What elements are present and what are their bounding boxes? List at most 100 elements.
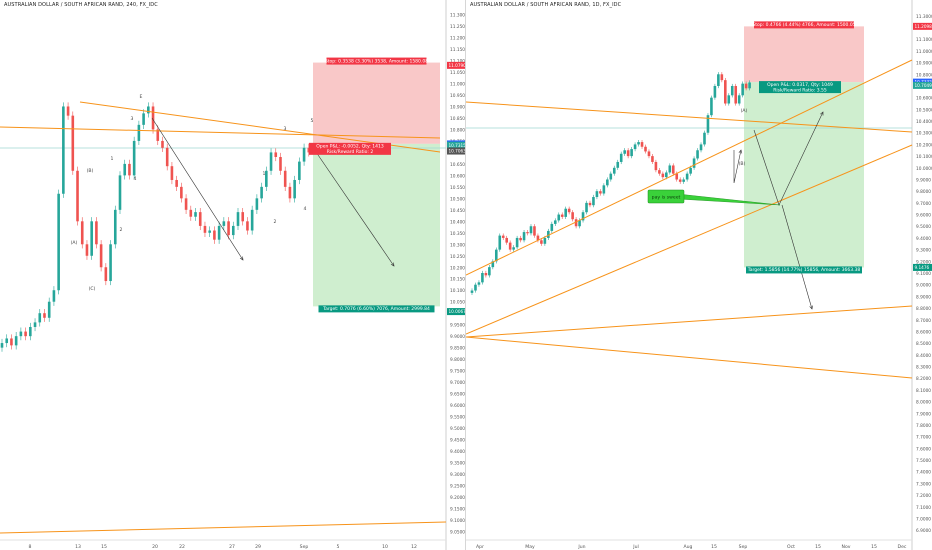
candle-body — [99, 244, 103, 268]
time-tick-label: Jun — [577, 544, 585, 550]
price-tick-label: 9.4000 — [916, 236, 931, 242]
right-chart-canvas[interactable]: 11.300011.200011.100011.000010.900010.80… — [466, 0, 932, 550]
wave-count-label: 2 — [120, 227, 123, 233]
candle-body — [609, 173, 613, 180]
candle-body — [38, 313, 42, 323]
candle-body — [104, 267, 108, 282]
candle-body — [640, 142, 644, 147]
price-tick-label: 10.9500 — [450, 93, 466, 99]
price-tick-label: 10.4000 — [450, 219, 466, 225]
price-tick-label: 9.4500 — [450, 438, 465, 444]
left-chart-canvas[interactable]: 11.3000 11.2500 11.2000 11.1500 11.1000 11.05… — [0, 0, 466, 550]
candle-body — [52, 290, 56, 302]
price-tick-label: 10.8000 — [916, 72, 932, 78]
candle-body — [550, 223, 554, 231]
price-tick-label: 7.8000 — [916, 423, 931, 429]
candle-body — [24, 331, 27, 337]
candle-body — [494, 249, 498, 262]
price-tag-box — [447, 147, 466, 155]
price-tick-label: 10.8500 — [450, 116, 466, 122]
right-chart-panel[interactable]: 11.300011.200011.100011.000010.900010.80… — [466, 0, 932, 550]
candle-body — [571, 212, 574, 220]
candle-body — [536, 235, 540, 241]
left-chart-panel[interactable]: 11.3000 11.2500 11.2000 11.1500 11.1000 11.05… — [0, 0, 466, 550]
time-tick-label: 15 — [871, 544, 877, 550]
price-tick-label: 9.7000 — [916, 201, 931, 207]
stop-label-box — [326, 57, 427, 65]
candle-body — [699, 144, 703, 151]
wave-count-label: 1 — [111, 156, 114, 162]
arrow-head — [820, 111, 824, 116]
price-tick-label: 7.1000 — [916, 505, 931, 511]
lower-support-line — [0, 521, 447, 534]
candle-body — [678, 179, 682, 182]
candle-body — [585, 202, 588, 213]
price-tick-label: 11.2500 — [450, 24, 466, 30]
wave-count-label: (B) — [739, 161, 746, 167]
candle-body — [43, 313, 46, 318]
candle-body — [703, 132, 706, 145]
price-tick-label: 7.2000 — [916, 493, 931, 499]
price-tick-label: 10.4500 — [450, 208, 466, 214]
candle-body — [118, 175, 122, 210]
candle-body — [491, 261, 495, 268]
candle-body — [553, 220, 557, 224]
target-label-box — [746, 266, 862, 274]
price-tick-label: 10.0500 — [450, 300, 466, 306]
candle-body — [298, 161, 301, 180]
candle-body — [260, 186, 263, 199]
candle-body — [128, 163, 131, 176]
take-profit-zone — [313, 143, 440, 307]
price-tick-label: 11.2000 — [450, 36, 466, 42]
candle-body — [0, 343, 4, 348]
candle-body — [66, 106, 70, 116]
panel-divider[interactable] — [465, 0, 466, 550]
candle-body — [165, 147, 169, 167]
price-tick-label: 10.9000 — [450, 104, 466, 110]
candle-body — [57, 193, 60, 291]
stop-loss-zone — [744, 26, 864, 83]
wave-count-label: 1 — [263, 171, 266, 177]
price-tick-label: 9.1000 — [450, 518, 465, 524]
open-pnl-box — [759, 81, 841, 94]
wave-count-label: 4 — [304, 206, 307, 212]
candle-body — [727, 95, 731, 104]
note-callout-text: pay is sweet — [652, 195, 681, 201]
wave-b-path — [733, 149, 742, 184]
candle-body — [222, 221, 226, 226]
candle-body — [203, 225, 207, 233]
candle-body — [279, 157, 282, 171]
candle-body — [543, 237, 547, 244]
price-tick-label: 9.8000 — [916, 189, 931, 195]
wave-count-label: 4 — [134, 176, 137, 182]
time-tick-label: 15 — [101, 544, 107, 550]
candle-body — [246, 221, 249, 231]
candle-body — [241, 212, 245, 222]
candle-body — [184, 198, 188, 210]
candle-body — [80, 221, 84, 245]
candle-body — [501, 235, 505, 238]
candle-body — [213, 230, 216, 240]
time-tick-label: Jul — [632, 544, 639, 550]
candle-body — [283, 170, 287, 187]
price-tick-label: 11.0500 — [450, 70, 466, 76]
candle-body — [668, 165, 672, 173]
price-tick-label: 10.1000 — [450, 288, 466, 294]
candle-body — [151, 106, 155, 130]
candle-body — [671, 165, 675, 174]
candle-body — [477, 282, 481, 285]
candle-body — [689, 167, 692, 174]
price-tick-label: 9.0500 — [450, 529, 465, 535]
price-tick-label: 9.7500 — [450, 369, 465, 375]
candle-body — [10, 338, 13, 346]
price-tick-label: 8.6000 — [916, 329, 931, 335]
candle-body — [132, 140, 136, 176]
time-tick-label: Oct — [787, 544, 795, 550]
right-chart-title: AUSTRALIAN DOLLAR / SOUTH AFRICAN RAND, … — [470, 2, 622, 8]
price-tick-label: 11.1000 — [916, 37, 932, 43]
price-tag-label: 11.0790 — [449, 63, 467, 68]
price-tick-label: 9.3000 — [450, 472, 465, 478]
time-tick-label: 10 — [382, 544, 388, 550]
candle-body — [481, 273, 484, 283]
candle-body — [498, 235, 502, 250]
